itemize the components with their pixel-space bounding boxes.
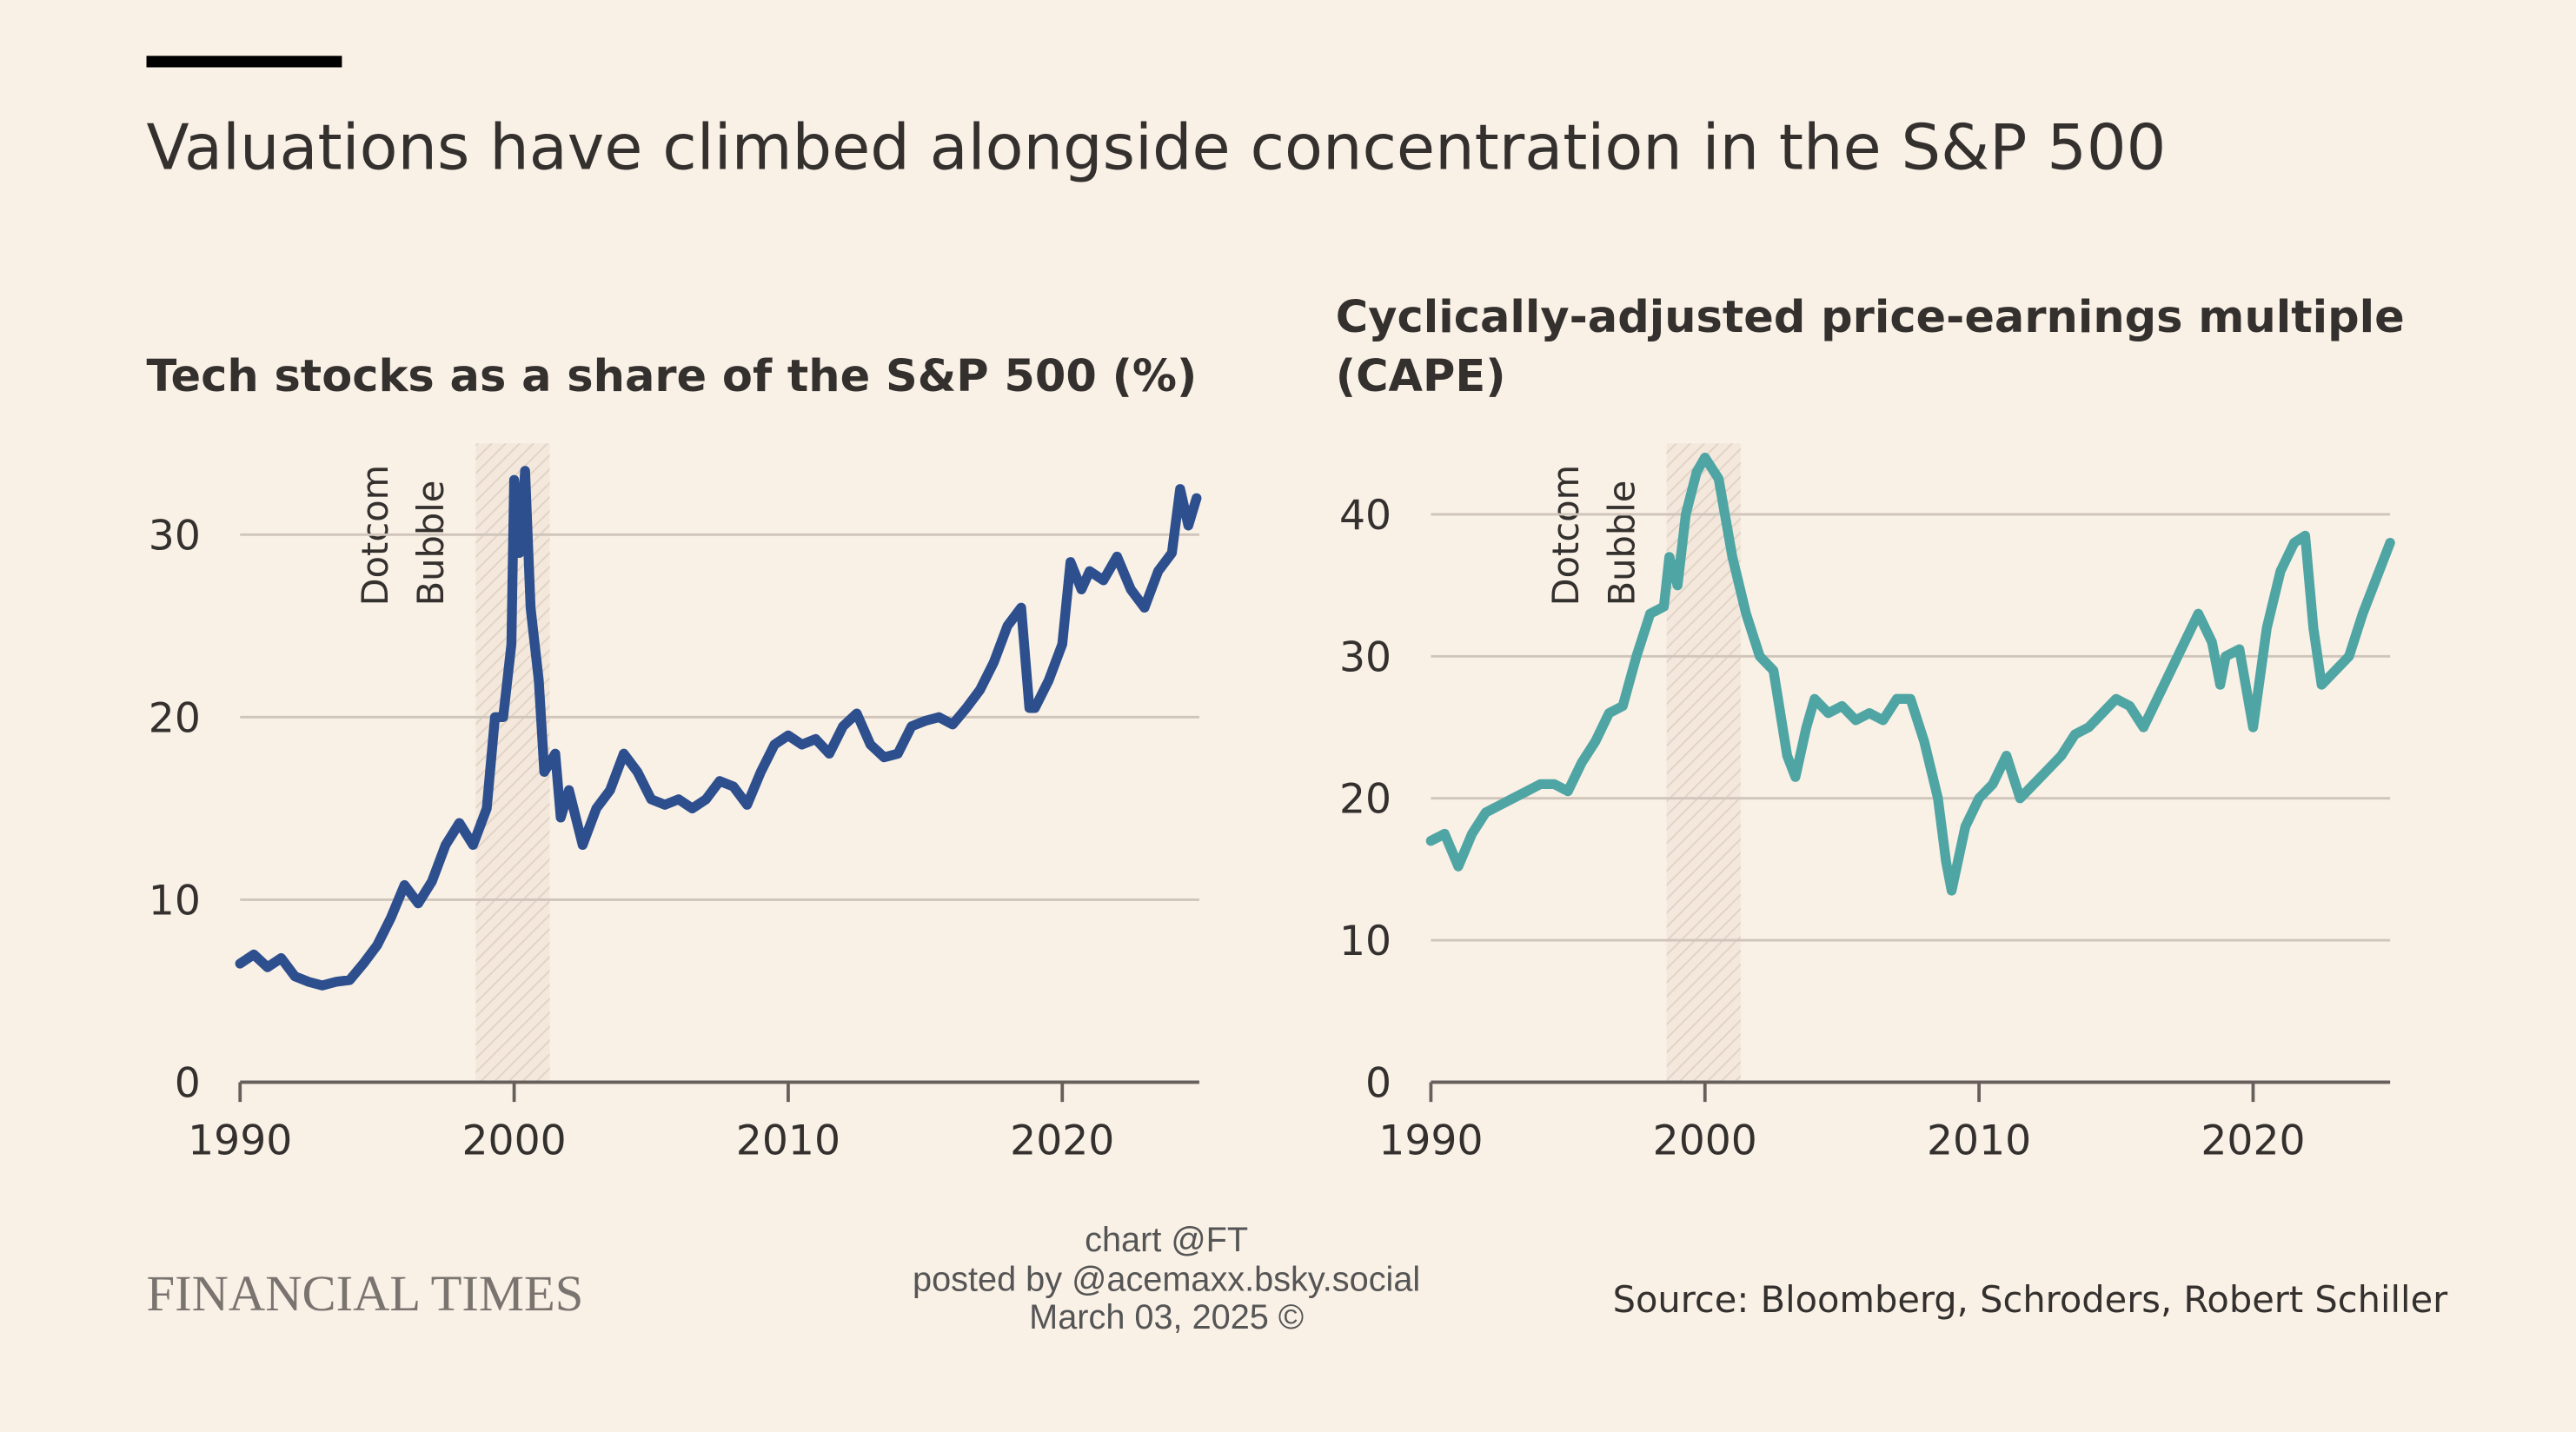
y-tick-label: 10 [1339,918,1391,965]
line-series [235,466,1202,991]
x-tick-label: 2010 [1927,1117,2031,1165]
source: Source: Bloomberg, Schroders, Robert Sch… [1613,1278,2449,1321]
annotation: Bubble [409,481,452,607]
x-tick-label: 1990 [188,1117,292,1165]
x-tick-label: 2010 [736,1117,840,1165]
chart-title: Tech stocks as a share of the S&P 500 (%… [147,351,1198,402]
credit: posted by @acemaxx.bsky.social [913,1260,1420,1298]
title-bar [146,56,342,68]
y-tick-label: 30 [1339,633,1391,681]
y-tick-label: 40 [1339,492,1391,540]
x-tick-label: 2020 [1010,1117,1114,1165]
brand: FINANCIAL TIMES [147,1265,584,1322]
y-tick-label: 30 [149,512,201,560]
x-tick-label: 2000 [1653,1117,1757,1165]
x-tick-label: 1990 [1378,1117,1483,1165]
chart-title: Cyclically-adjusted price-earnings multi… [1336,292,2405,343]
x-tick-label: 2020 [2201,1117,2305,1165]
chart-title: (CAPE) [1336,351,1506,402]
credit: March 03, 2025 © [1029,1298,1304,1336]
y-tick-label: 20 [1339,776,1391,824]
x-tick-label: 2000 [461,1117,566,1165]
main-title: Valuations have climbed alongside concen… [147,111,2167,184]
y-tick-label: 10 [149,877,201,925]
line-series [1425,452,2395,896]
y-tick-label: 20 [149,694,201,742]
annotation: Dotcom [1544,465,1587,606]
annotation: Bubble [1600,481,1643,607]
y-tick-label: 0 [1365,1059,1391,1107]
credit: chart @FT [1085,1221,1248,1259]
y-tick-label: 0 [175,1059,201,1107]
